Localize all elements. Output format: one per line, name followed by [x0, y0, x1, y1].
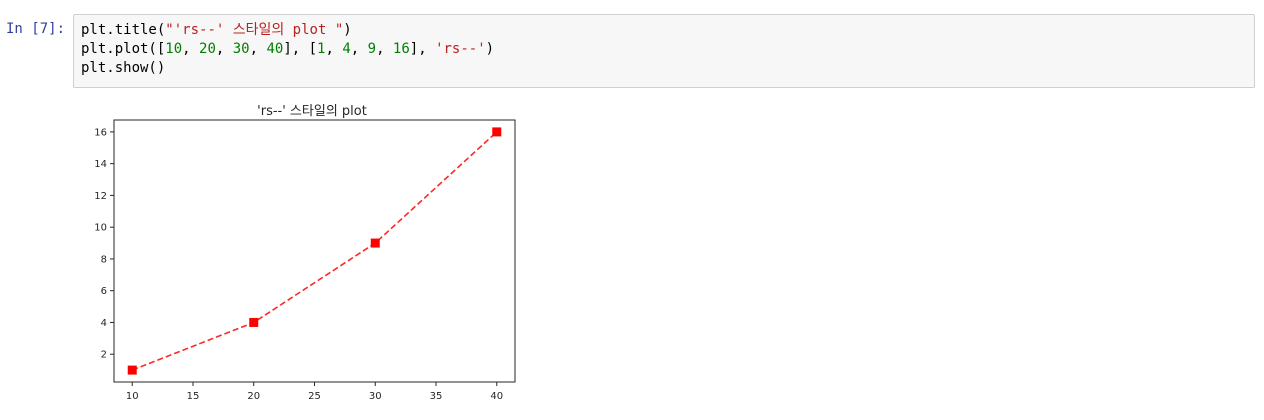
- chart-title: 'rs--' 스타일의 plot: [257, 104, 367, 119]
- x-tick-label: 35: [430, 391, 443, 402]
- x-tick-label: 40: [490, 391, 503, 402]
- data-point-marker: [127, 365, 137, 375]
- code-token: 20: [199, 41, 216, 57]
- code-token: plt.show(): [81, 60, 166, 76]
- y-tick-label: 8: [101, 254, 107, 265]
- code-line: plt.show(): [81, 59, 494, 78]
- x-tick-label: 10: [126, 391, 139, 402]
- code-token: ],: [409, 41, 436, 57]
- code-token: ,: [182, 41, 200, 57]
- x-tick-label: 30: [369, 391, 382, 402]
- code-token: ,: [350, 41, 368, 57]
- code-token: 16: [392, 41, 410, 57]
- code-token: ,: [215, 41, 233, 57]
- y-tick-label: 14: [94, 159, 107, 170]
- output-area: 'rs--' 스타일의 plot 10 15 20 25 30 35 40 2 4 6 8 10 12 1…: [80, 96, 540, 416]
- code-token: ], [: [283, 41, 318, 57]
- y-tick-label: 6: [101, 286, 107, 297]
- data-point-marker: [370, 238, 380, 248]
- code-token: 4: [342, 41, 351, 57]
- x-tick-label: 25: [308, 391, 321, 402]
- y-tick-label: 12: [94, 191, 107, 202]
- code-token: 30: [232, 41, 250, 57]
- data-point-marker: [492, 127, 502, 137]
- code-token: plt.plot([: [81, 41, 166, 57]
- code-line: plt.plot([10, 20, 30, 40], [1, 4, 9, 16]…: [81, 40, 494, 59]
- x-tick-label: 15: [187, 391, 200, 402]
- code-token: "'rs--' 스타일의 plot ": [165, 22, 344, 38]
- y-tick-label: 16: [94, 127, 107, 138]
- code-token: 40: [266, 41, 284, 57]
- code-token: ,: [376, 41, 393, 57]
- code-input-area[interactable]: plt.title("'rs--' 스타일의 plot ") plt.plot([…: [73, 14, 1255, 88]
- data-point-marker: [249, 317, 259, 327]
- code-token: plt.title(: [81, 22, 166, 38]
- code-token: ,: [325, 41, 343, 57]
- code-token: 10: [165, 41, 183, 57]
- x-tick-label: 20: [247, 391, 260, 402]
- y-tick-label: 4: [101, 318, 107, 329]
- series-line: [131, 131, 498, 371]
- plot-frame: [113, 119, 516, 383]
- input-prompt: In [7]:: [6, 21, 66, 37]
- code-token: ,: [249, 41, 267, 57]
- code-editor[interactable]: plt.title("'rs--' 스타일의 plot ") plt.plot([…: [81, 21, 494, 78]
- y-tick-label: 10: [94, 223, 107, 234]
- code-token: 1: [317, 41, 326, 57]
- code-token: ): [343, 22, 352, 38]
- code-line: plt.title("'rs--' 스타일의 plot "): [81, 21, 494, 40]
- code-token: 'rs--': [435, 41, 486, 57]
- code-token: 9: [367, 41, 377, 57]
- line-chart: 'rs--' 스타일의 plot 10 15 20 25 30 35 40246810121…: [94, 104, 516, 402]
- plot-axes: 10 15 20 25 30 35 40 2 4 6 8 10 12 14 16: [94, 119, 516, 402]
- y-tick-label: 2: [101, 350, 107, 361]
- code-token: ): [485, 41, 495, 57]
